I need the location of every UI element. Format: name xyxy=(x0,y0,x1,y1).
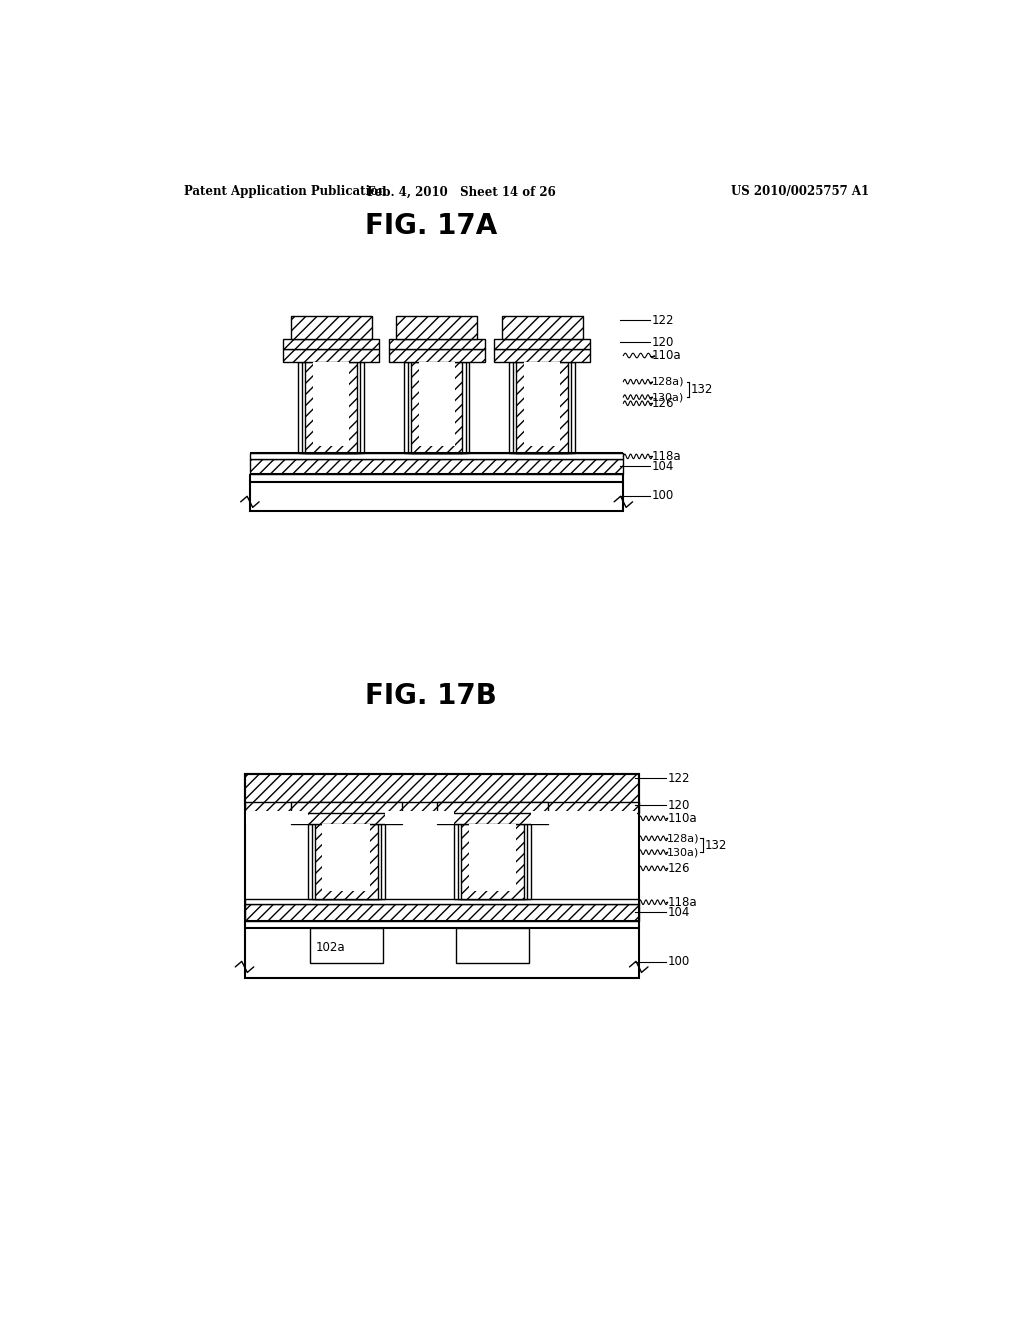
Bar xyxy=(385,812,454,825)
Bar xyxy=(291,812,401,825)
Text: 128a): 128a) xyxy=(668,833,699,843)
Text: 132: 132 xyxy=(691,383,714,396)
Bar xyxy=(245,928,639,978)
Text: 130a): 130a) xyxy=(668,847,699,857)
Text: 126: 126 xyxy=(668,862,690,875)
Bar xyxy=(403,363,469,453)
Bar xyxy=(314,825,378,899)
Text: FIG. 17A: FIG. 17A xyxy=(365,213,497,240)
Bar xyxy=(245,775,639,921)
Bar xyxy=(411,363,463,453)
Bar xyxy=(245,899,639,904)
Bar xyxy=(419,363,455,446)
Bar xyxy=(283,339,379,348)
Bar xyxy=(250,453,624,459)
Bar xyxy=(509,363,574,453)
Text: 100: 100 xyxy=(652,490,674,502)
Text: 102a: 102a xyxy=(315,941,345,954)
Text: 132: 132 xyxy=(705,838,727,851)
Text: 128a): 128a) xyxy=(652,376,684,387)
Bar xyxy=(311,825,381,899)
Text: 130a): 130a) xyxy=(652,392,684,403)
Bar xyxy=(291,803,401,813)
Bar xyxy=(437,812,548,825)
Bar xyxy=(245,803,639,813)
Bar xyxy=(250,459,624,474)
Text: 120: 120 xyxy=(668,799,689,812)
Bar xyxy=(396,317,477,339)
Bar xyxy=(250,482,624,511)
Bar xyxy=(298,363,364,453)
Bar xyxy=(531,812,637,825)
Text: 110a: 110a xyxy=(668,812,697,825)
Bar xyxy=(310,928,383,964)
Bar xyxy=(516,363,568,453)
Bar xyxy=(305,363,357,453)
Bar xyxy=(291,317,372,339)
Bar xyxy=(245,775,639,804)
Text: Feb. 4, 2010   Sheet 14 of 26: Feb. 4, 2010 Sheet 14 of 26 xyxy=(368,185,556,198)
Text: 100: 100 xyxy=(668,954,689,968)
Bar xyxy=(461,825,524,899)
Bar xyxy=(454,825,531,899)
Bar xyxy=(323,825,370,891)
Text: 122: 122 xyxy=(668,772,690,785)
Bar xyxy=(302,363,360,453)
Text: 104: 104 xyxy=(652,459,674,473)
Text: 122: 122 xyxy=(652,314,675,326)
Bar xyxy=(524,363,560,446)
Text: 104: 104 xyxy=(668,906,689,919)
Text: FIG. 17B: FIG. 17B xyxy=(365,682,497,710)
Bar xyxy=(458,825,527,899)
Bar xyxy=(307,825,385,899)
Bar xyxy=(388,348,484,363)
Bar xyxy=(513,363,571,453)
Bar xyxy=(246,812,307,825)
Text: 120: 120 xyxy=(652,335,674,348)
Text: 110a: 110a xyxy=(652,348,682,362)
Text: 118a: 118a xyxy=(652,450,682,463)
Bar xyxy=(437,803,548,813)
Bar xyxy=(494,339,590,348)
Bar xyxy=(457,928,529,964)
Bar xyxy=(245,904,639,921)
Bar xyxy=(502,317,583,339)
Text: US 2010/0025757 A1: US 2010/0025757 A1 xyxy=(731,185,869,198)
Bar xyxy=(283,348,379,363)
Bar xyxy=(313,363,349,446)
Bar xyxy=(469,825,516,891)
Bar xyxy=(388,339,484,348)
Text: 118a: 118a xyxy=(668,896,697,908)
Text: 126: 126 xyxy=(652,397,675,409)
Text: Patent Application Publication: Patent Application Publication xyxy=(184,185,387,198)
Bar xyxy=(408,363,466,453)
Bar xyxy=(494,348,590,363)
